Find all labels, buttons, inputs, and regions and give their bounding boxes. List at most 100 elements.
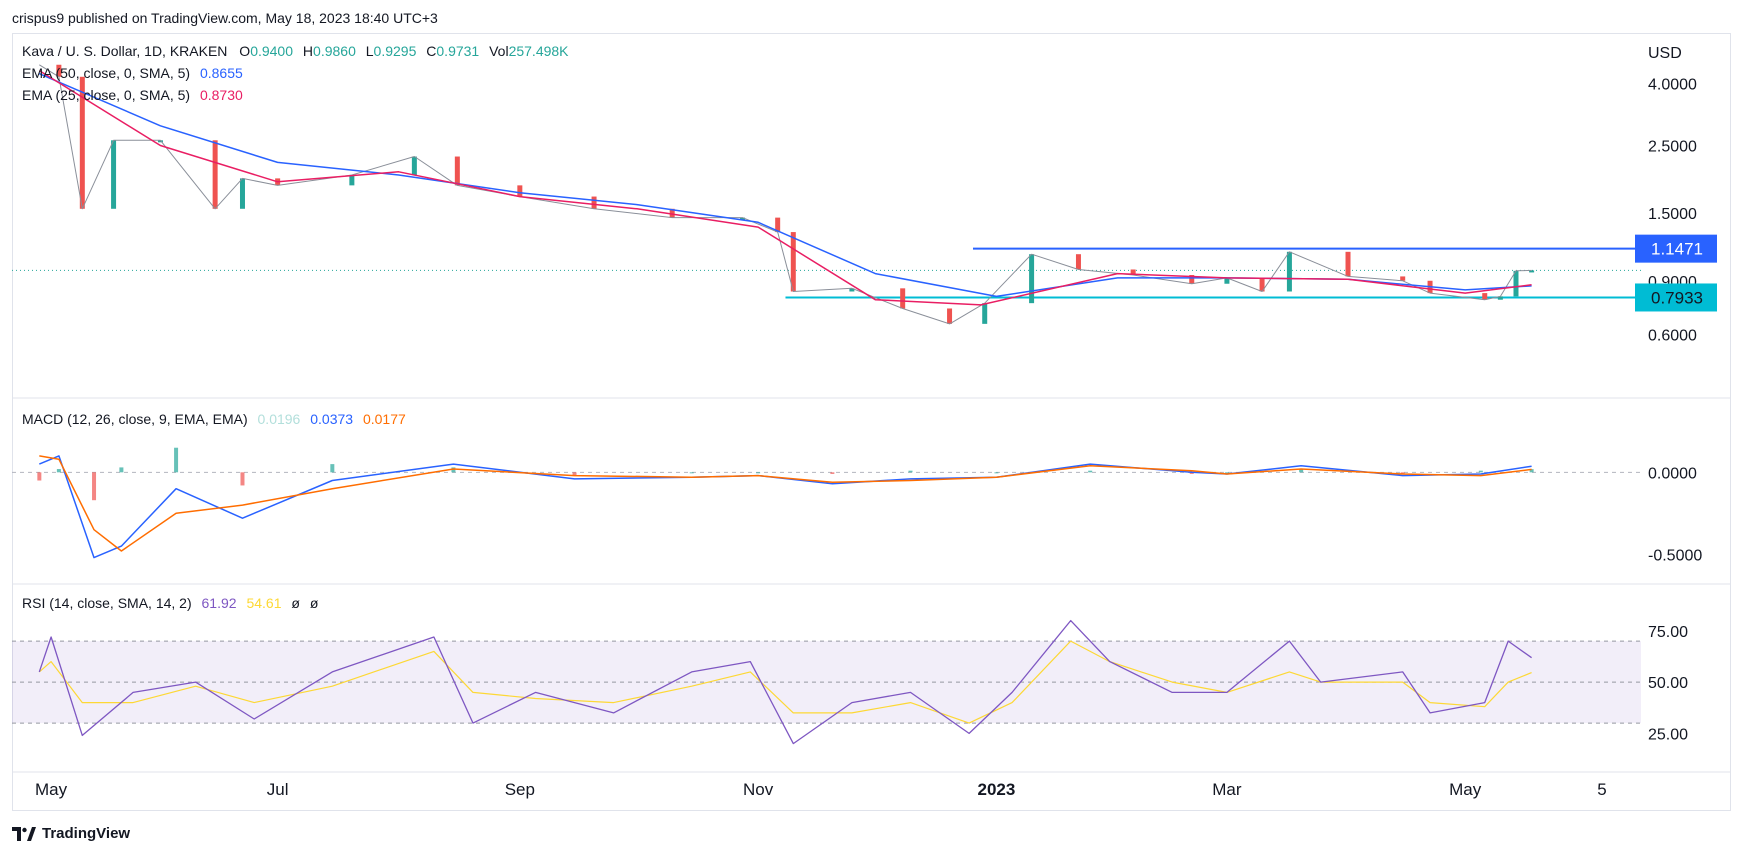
time-tick-label: Jul [267, 780, 289, 799]
macd-histogram-bar [1400, 472, 1405, 474]
macd-line [39, 455, 1532, 559]
ema50-legend[interactable]: EMA (50, close, 0, SMA, 5) 0.8655 [22, 65, 243, 81]
symbol-header: Kava / U. S. Dollar, 1D, KRAKEN O0.9400 … [22, 43, 569, 59]
price-candle [411, 156, 417, 176]
close-value: 0.9731 [436, 43, 480, 59]
time-tick-label: 2023 [978, 780, 1016, 799]
time-tick-label: Mar [1212, 780, 1242, 799]
ema25-label: EMA (25, close, 0, SMA, 5) [22, 87, 191, 103]
macd-tick-label: 0.0000 [1648, 465, 1697, 482]
price-candle [1130, 269, 1136, 276]
price-candle [900, 288, 906, 309]
macd-histogram-bar [119, 467, 124, 473]
high-value: 0.9860 [313, 43, 356, 59]
support-label: 0.7933 [1651, 288, 1703, 307]
macd-signal-line [39, 455, 1532, 552]
price-candle [849, 288, 855, 292]
price-candle [982, 303, 988, 324]
ema25-value: 0.8730 [199, 87, 243, 103]
rsi-extra1: ø [291, 595, 300, 611]
macd-histogram-bar [994, 472, 999, 474]
low-value: 0.9295 [373, 43, 417, 59]
price-candle [1400, 276, 1406, 281]
macd-histogram-bar [1224, 472, 1229, 474]
price-candle [1529, 270, 1535, 273]
price-candle [947, 308, 953, 324]
macd-histogram-bar [174, 447, 179, 473]
rsi-legend[interactable]: RSI (14, close, SMA, 14, 2) 61.92 54.61 … [22, 595, 318, 611]
macd-value: 0.0373 [310, 411, 354, 427]
macd-tick-label: -0.5000 [1648, 547, 1702, 564]
macd-histogram-bar [908, 470, 913, 473]
time-tick-label: Sep [505, 780, 535, 799]
price-candle [79, 76, 85, 209]
macd-histogram-bar [92, 472, 97, 501]
ema25-line [38, 69, 1532, 306]
macd-hist-value: 0.0196 [257, 411, 301, 427]
macd-histogram-bar [1189, 472, 1194, 474]
price-candle [517, 185, 523, 197]
volume-value: 257.498K [508, 43, 569, 59]
rsi-tick-label: 25.00 [1648, 726, 1688, 743]
rsi-label: RSI (14, close, SMA, 14, 2) [22, 595, 192, 611]
close-label: C [426, 43, 437, 59]
time-tick-label: Nov [743, 780, 774, 799]
macd-signal-value: 0.0177 [362, 411, 406, 427]
macd-histogram-bar [240, 472, 245, 486]
price-tick-label: 2.5000 [1648, 138, 1697, 155]
rsi-ma-line [38, 640, 1532, 724]
rsi-tick-label: 75.00 [1648, 624, 1688, 641]
open-value: 0.9400 [250, 43, 294, 59]
time-tick-label: May [35, 780, 68, 799]
support-label-tag [1635, 283, 1717, 312]
resistance-label-tag [1635, 234, 1717, 263]
volume-label: Vol [489, 43, 509, 59]
chart-frame [12, 33, 1731, 811]
price-candle [740, 217, 746, 220]
price-tick-label: 4.0000 [1648, 76, 1697, 93]
price-candle [349, 175, 355, 186]
price-candle [212, 140, 218, 209]
rsi-extra2: ø [309, 595, 319, 611]
price-candle [775, 217, 781, 233]
price-candle [1259, 277, 1265, 292]
resistance-label: 1.1471 [1651, 240, 1703, 259]
price-candle [669, 208, 675, 218]
symbol-title: Kava / U. S. Dollar, 1D, KRAKEN [22, 43, 228, 59]
price-tick-label: 1.5000 [1648, 206, 1697, 223]
open-label: O [239, 43, 251, 59]
ema25-legend[interactable]: EMA (25, close, 0, SMA, 5) 0.8730 [22, 87, 243, 103]
tradingview-brand[interactable]: TradingView [12, 825, 130, 842]
macd-histogram-bar [756, 472, 761, 474]
price-candle [1497, 296, 1503, 300]
macd-histogram-bar [330, 464, 335, 473]
low-label: L [365, 43, 374, 59]
price-candle [591, 196, 597, 209]
price-candle [790, 232, 796, 292]
brand-name: TradingView [42, 825, 131, 842]
currency-label: USD [1648, 45, 1682, 62]
price-candle [1345, 251, 1351, 277]
price-candle [111, 140, 117, 209]
tradingview-logo-icon [12, 826, 36, 841]
price-candle [56, 64, 62, 77]
price-candle [454, 156, 460, 186]
price-candle [1513, 270, 1519, 297]
publisher-line: crispus9 published on TradingView.com, M… [12, 10, 438, 26]
high-label: H [302, 43, 314, 59]
price-candle [157, 140, 163, 143]
price-candle [1286, 251, 1292, 292]
macd-histogram-bar [37, 472, 42, 481]
price-series-line [39, 64, 1532, 325]
rsi-value: 61.92 [201, 595, 237, 611]
macd-histogram-bar [689, 472, 694, 474]
price-candle [1482, 293, 1488, 300]
price-candle [1224, 277, 1230, 284]
macd-histogram-bar [572, 472, 577, 476]
macd-histogram-bar [1478, 470, 1483, 473]
macd-legend[interactable]: MACD (12, 26, close, 9, EMA, EMA) 0.0196… [22, 411, 406, 427]
macd-label: MACD (12, 26, close, 9, EMA, EMA) [22, 411, 248, 427]
rsi-tick-label: 50.00 [1648, 675, 1688, 692]
price-candle [1189, 275, 1195, 284]
